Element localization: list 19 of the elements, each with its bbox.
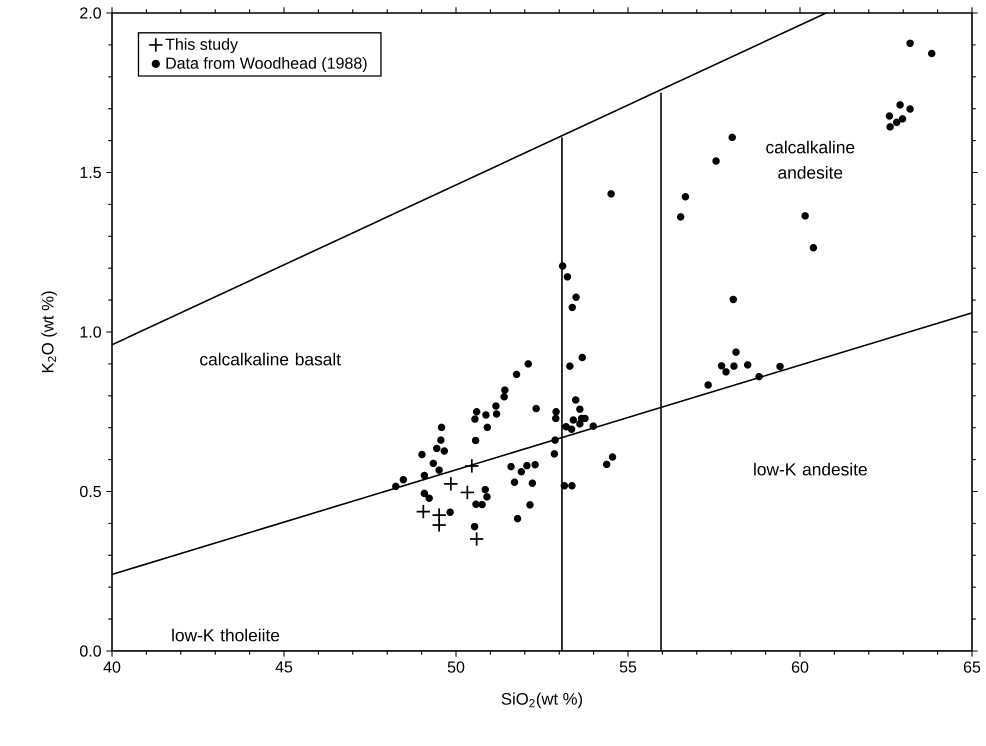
y-tick-label: 0.0 [80,645,101,657]
y-axis-title: K$_{2}$O (wt %) [41,291,57,372]
x-tick-label: 65 [964,661,980,673]
x-tick-label: 45 [275,661,292,673]
x-tick-label: 55 [620,661,636,673]
y-tick-label: 1.0 [80,326,101,338]
annotation: calcalkaline basalt [200,352,341,366]
annotation: low-K andesite [754,462,867,476]
y-tick-label: 0.5 [80,486,101,498]
y-tick-label: 1.5 [80,166,101,178]
y-tick-label: 2.0 [80,7,101,19]
x-axis-title: SiO$_{2}$(wt %) [502,692,582,708]
x-tick-label: 60 [792,661,808,673]
legend-label: Data from Woodhead (1988) [166,57,367,72]
x-tick-label: 50 [448,661,464,673]
x-tick-label: 40 [103,661,120,673]
legend-label: This study [165,38,238,54]
annotation: low-K tholeiite [172,628,280,642]
annotation: calcalkaline andesite [766,140,854,179]
